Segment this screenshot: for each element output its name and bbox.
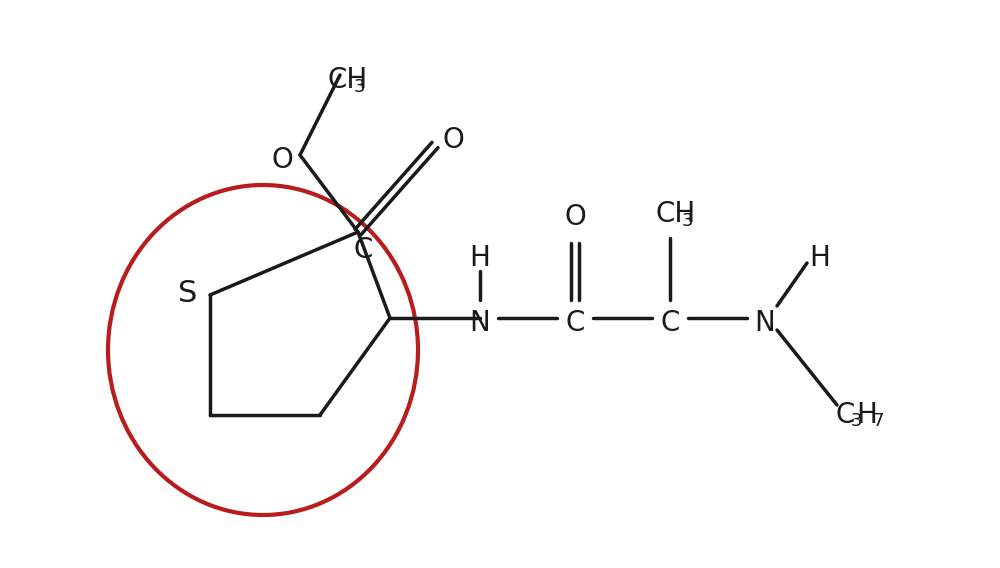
Text: C: C — [565, 309, 585, 337]
Text: C: C — [353, 236, 373, 264]
Text: 3: 3 — [353, 78, 365, 96]
Text: O: O — [271, 146, 293, 174]
Text: O: O — [564, 203, 586, 231]
Text: H: H — [470, 244, 490, 272]
Text: C: C — [660, 309, 680, 337]
Text: 3: 3 — [681, 212, 693, 230]
Text: 7: 7 — [872, 412, 884, 431]
Text: CH: CH — [328, 66, 368, 94]
Text: H: H — [857, 401, 877, 429]
Text: C: C — [835, 401, 855, 429]
Text: 3: 3 — [850, 412, 862, 431]
Text: CH: CH — [656, 200, 696, 228]
Text: N: N — [755, 309, 775, 337]
Text: S: S — [178, 278, 198, 307]
Text: O: O — [442, 126, 464, 154]
Text: H: H — [810, 244, 830, 272]
Text: N: N — [470, 309, 490, 337]
